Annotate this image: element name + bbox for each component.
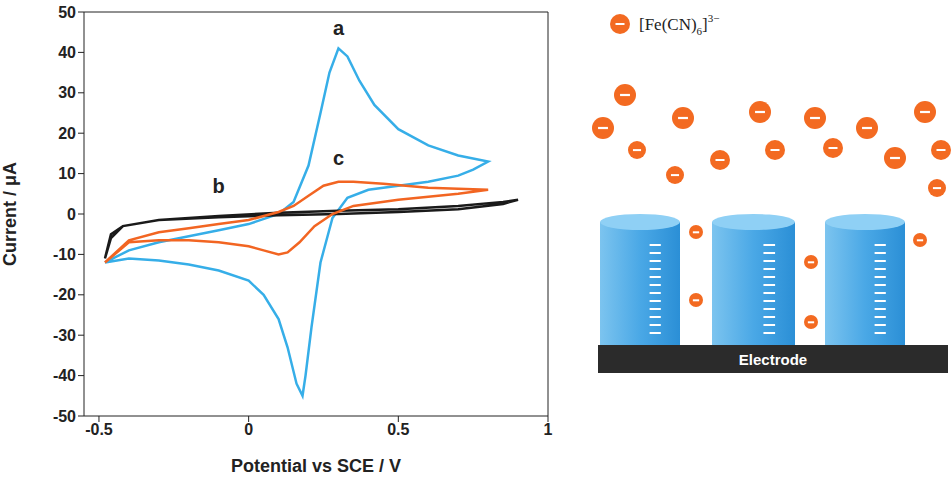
svg-text:0.5: 0.5 xyxy=(387,421,409,438)
svg-text:10: 10 xyxy=(58,165,76,182)
svg-text:c: c xyxy=(333,147,344,169)
svg-text:Potential vs SCE / V: Potential vs SCE / V xyxy=(231,456,401,476)
svg-text:-0.5: -0.5 xyxy=(85,421,113,438)
svg-text:-50: -50 xyxy=(53,408,76,425)
svg-text:0: 0 xyxy=(244,421,253,438)
svg-text:0: 0 xyxy=(67,206,76,223)
svg-text:b: b xyxy=(213,175,225,197)
svg-text:1: 1 xyxy=(544,421,553,438)
svg-text:Electrode: Electrode xyxy=(739,351,807,368)
svg-text:-40: -40 xyxy=(53,367,76,384)
svg-text:-30: -30 xyxy=(53,327,76,344)
svg-text:-20: -20 xyxy=(53,286,76,303)
svg-text:30: 30 xyxy=(58,84,76,101)
svg-text:20: 20 xyxy=(58,125,76,142)
svg-text:-10: -10 xyxy=(53,246,76,263)
svg-text:[Fe(CN)6]3−: [Fe(CN)6]3− xyxy=(639,12,720,37)
svg-text:Current / μA: Current / μA xyxy=(0,162,20,266)
svg-text:50: 50 xyxy=(58,4,76,21)
svg-text:40: 40 xyxy=(58,44,76,61)
svg-text:a: a xyxy=(333,17,345,39)
